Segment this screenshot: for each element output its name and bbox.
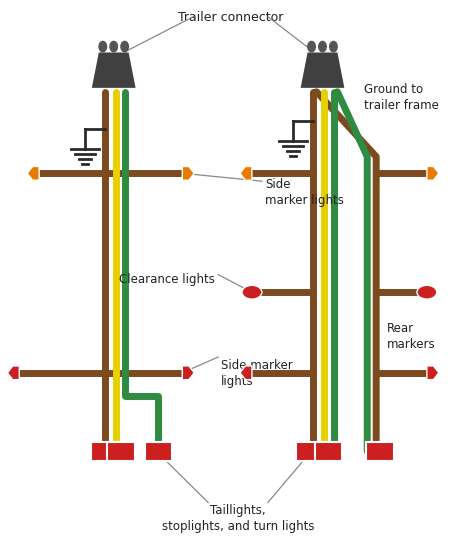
Polygon shape — [240, 167, 252, 180]
Polygon shape — [92, 52, 136, 88]
Text: Ground to
trailer frame: Ground to trailer frame — [364, 83, 439, 112]
Polygon shape — [8, 366, 19, 380]
Text: Rear
markers: Rear markers — [387, 322, 436, 351]
Polygon shape — [427, 366, 439, 380]
Ellipse shape — [109, 41, 118, 52]
Bar — [145, 441, 173, 461]
Polygon shape — [27, 167, 39, 180]
Bar — [107, 441, 135, 461]
Text: Taillights,
stoplights, and turn lights: Taillights, stoplights, and turn lights — [162, 504, 314, 533]
Polygon shape — [182, 366, 194, 380]
Text: Side marker
lights: Side marker lights — [221, 359, 293, 388]
Ellipse shape — [318, 41, 327, 52]
Bar — [315, 441, 342, 461]
Polygon shape — [182, 167, 194, 180]
Ellipse shape — [307, 41, 316, 52]
Polygon shape — [301, 52, 345, 88]
Bar — [91, 441, 118, 461]
Polygon shape — [427, 167, 439, 180]
Polygon shape — [240, 366, 252, 380]
Text: Trailer connector: Trailer connector — [178, 11, 284, 24]
Ellipse shape — [98, 41, 107, 52]
Text: Side
marker lights: Side marker lights — [265, 178, 344, 207]
Ellipse shape — [329, 41, 338, 52]
Text: Clearance lights: Clearance lights — [119, 273, 215, 286]
Ellipse shape — [120, 41, 129, 52]
Bar — [366, 441, 394, 461]
Bar — [296, 441, 323, 461]
Ellipse shape — [242, 285, 262, 299]
Ellipse shape — [417, 285, 437, 299]
